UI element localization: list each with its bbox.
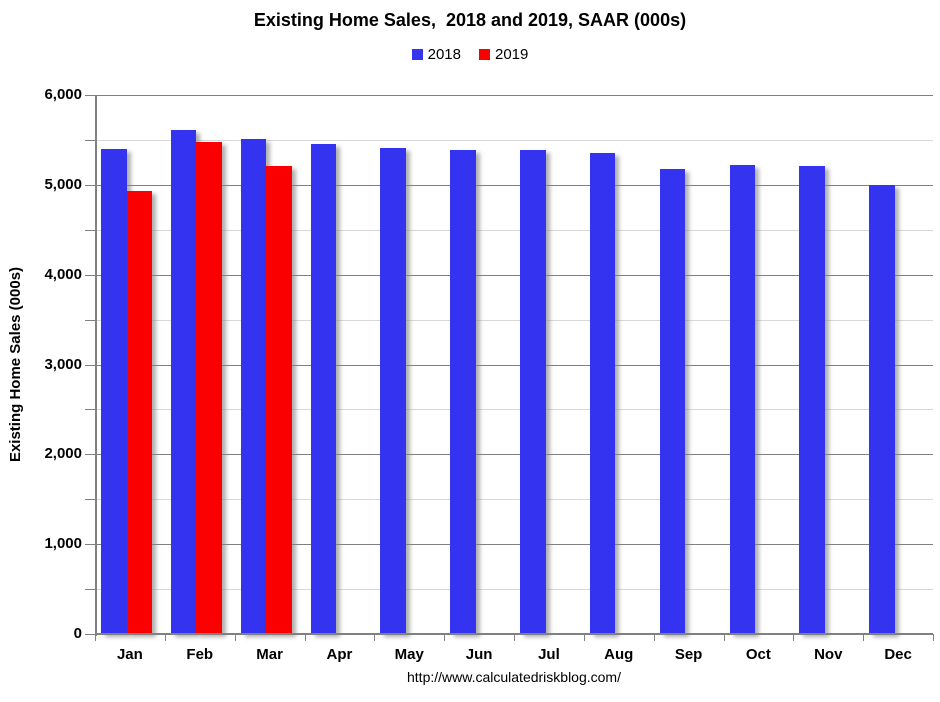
x-axis-label: Nov bbox=[814, 646, 843, 663]
y-axis-tick bbox=[85, 364, 95, 366]
gridline-minor bbox=[95, 319, 933, 321]
gridline-major bbox=[95, 95, 933, 96]
y-axis-tick bbox=[85, 499, 95, 501]
x-axis-tick bbox=[933, 634, 934, 641]
y-axis-label: 1,000 bbox=[44, 535, 82, 553]
legend-swatch-2018 bbox=[411, 49, 423, 60]
bar-2019-feb bbox=[196, 141, 222, 634]
legend-label-2019: 2019 bbox=[495, 46, 529, 63]
gridline-minor bbox=[95, 139, 933, 141]
x-axis-tick bbox=[304, 634, 306, 641]
y-axis-tick bbox=[85, 319, 95, 321]
x-axis-line bbox=[95, 633, 933, 635]
bar-2018-mar bbox=[240, 139, 267, 634]
y-axis-label: 6,000 bbox=[44, 86, 82, 103]
y-axis-tick bbox=[85, 229, 95, 231]
gridline-major bbox=[95, 274, 933, 276]
bar-2018-nov bbox=[799, 165, 825, 634]
y-axis-tick bbox=[85, 589, 95, 591]
source-url: http://www.calculatedriskblog.com/ bbox=[407, 669, 621, 685]
legend-label-2018: 2018 bbox=[427, 46, 461, 63]
gridline-minor bbox=[95, 589, 933, 591]
x-axis-tick bbox=[583, 634, 585, 641]
y-axis-label: 3,000 bbox=[44, 355, 82, 373]
x-axis-tick bbox=[234, 634, 236, 641]
x-axis-label: Oct bbox=[745, 646, 771, 663]
x-axis-tick bbox=[653, 634, 655, 641]
bar-2019-jan bbox=[126, 191, 152, 634]
bar-2018-jul bbox=[520, 149, 546, 634]
y-axis-tick bbox=[85, 95, 95, 96]
x-axis-tick bbox=[793, 634, 795, 641]
x-axis-tick bbox=[164, 634, 166, 641]
bar-2018-aug bbox=[589, 153, 616, 634]
x-axis-tick bbox=[95, 634, 96, 641]
legend-item-2019: 2019 bbox=[479, 46, 528, 63]
x-axis-tick bbox=[374, 634, 376, 641]
gridline-minor bbox=[95, 229, 933, 231]
x-axis-label: Sep bbox=[674, 646, 703, 663]
legend-swatch-2019 bbox=[479, 49, 490, 60]
y-axis-tick bbox=[85, 454, 95, 456]
x-axis-label: Apr bbox=[326, 646, 353, 663]
x-axis-tick bbox=[514, 634, 515, 641]
gridline-major bbox=[95, 184, 933, 186]
x-axis-label: Jan bbox=[116, 646, 143, 663]
bar-2018-may bbox=[380, 148, 406, 634]
x-axis-label: May bbox=[394, 646, 424, 663]
y-axis-label: 2,000 bbox=[44, 445, 82, 463]
x-axis-label: Dec bbox=[884, 646, 912, 663]
y-axis-tick bbox=[85, 184, 95, 186]
x-axis-label: Aug bbox=[604, 646, 634, 663]
x-axis-label: Jul bbox=[538, 646, 560, 663]
y-axis-label: 4,000 bbox=[44, 265, 82, 283]
y-axis-tick bbox=[85, 139, 95, 141]
y-axis-line bbox=[95, 95, 97, 636]
y-axis-label: 5,000 bbox=[44, 175, 82, 193]
y-axis-tick bbox=[85, 634, 95, 635]
x-axis-label: Feb bbox=[186, 646, 214, 663]
y-axis-tick bbox=[85, 274, 95, 276]
gridline-major bbox=[95, 544, 933, 546]
legend: 2018 2019 bbox=[0, 46, 940, 63]
x-axis-tick bbox=[863, 634, 865, 641]
bar-2018-dec bbox=[869, 184, 895, 634]
chart-title: Existing Home Sales, 2018 and 2019, SAAR… bbox=[253, 10, 687, 30]
gridline-major bbox=[95, 454, 933, 456]
x-axis-label: Jun bbox=[465, 646, 493, 663]
gridline-minor bbox=[95, 499, 933, 501]
y-axis-label: 0 bbox=[73, 625, 82, 642]
plot-area bbox=[95, 95, 933, 636]
x-axis-label: Mar bbox=[256, 646, 283, 663]
gridline-minor bbox=[95, 409, 933, 411]
bar-2018-sep bbox=[659, 168, 686, 634]
x-axis-tick bbox=[723, 634, 725, 641]
x-axis-tick bbox=[444, 634, 446, 641]
bar-2018-jun bbox=[450, 149, 476, 634]
bar-2019-mar bbox=[266, 165, 292, 634]
legend-item-2018: 2018 bbox=[411, 46, 461, 63]
bar-2018-jan bbox=[101, 148, 127, 634]
bar-2018-oct bbox=[729, 165, 755, 634]
y-axis-tick bbox=[85, 544, 95, 546]
gridline-major bbox=[95, 364, 933, 366]
bar-2018-apr bbox=[310, 144, 336, 634]
y-axis-tick bbox=[85, 409, 95, 411]
bar-2018-feb bbox=[170, 130, 197, 634]
